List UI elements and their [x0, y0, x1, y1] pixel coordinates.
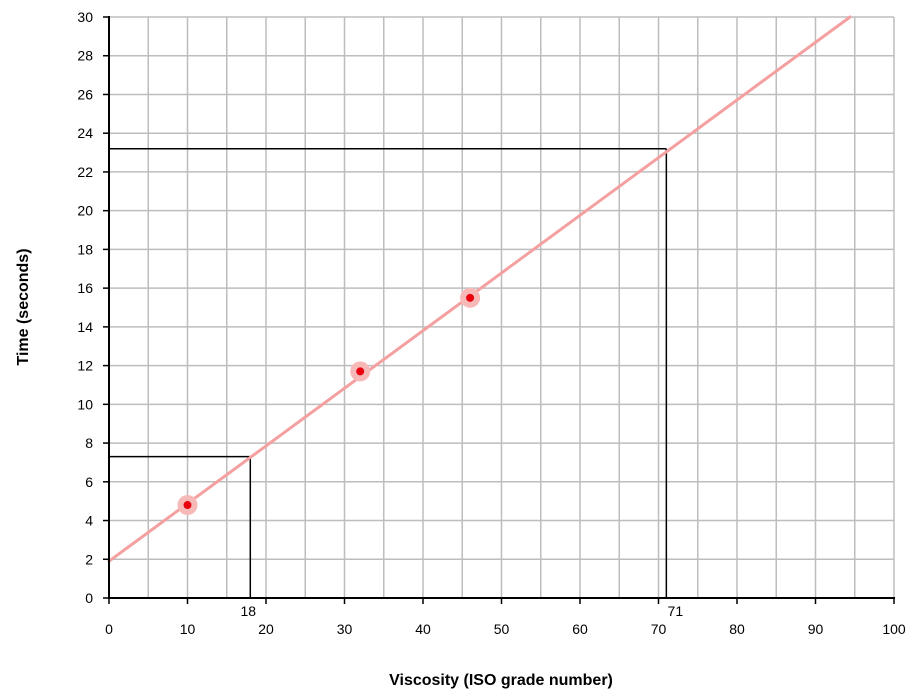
y-tick-label: 22	[77, 164, 93, 180]
guide-value-label: 18	[241, 603, 257, 619]
data-point	[183, 501, 192, 510]
x-tick-label: 0	[105, 621, 113, 637]
y-tick-label: 8	[85, 435, 93, 451]
data-points	[177, 287, 481, 516]
x-tick-label: 40	[415, 621, 431, 637]
trend-line	[107, 15, 852, 563]
y-tick-label: 0	[85, 590, 93, 606]
x-tick-label: 80	[729, 621, 745, 637]
x-tick-label: 70	[651, 621, 667, 637]
y-tick-label: 16	[77, 280, 93, 296]
y-tick-label: 18	[77, 241, 93, 257]
y-tick-label: 30	[77, 9, 93, 25]
guide-value-label: 71	[668, 603, 684, 619]
tick-labels: 0 10 20 30 40 50 60 70 80 90 100024681012141618202…	[77, 9, 905, 637]
x-tick-label: 50	[494, 621, 510, 637]
y-tick-label: 6	[85, 474, 93, 490]
x-tick-label: 90	[808, 621, 824, 637]
axes	[103, 16, 895, 604]
grid	[109, 16, 895, 598]
y-tick-label: 4	[85, 513, 93, 529]
y-tick-label: 28	[77, 48, 93, 64]
data-point	[356, 367, 365, 376]
x-tick-label: 20	[258, 621, 274, 637]
y-tick-label: 26	[77, 86, 93, 102]
y-tick-label: 12	[77, 358, 93, 374]
y-tick-label: 2	[85, 551, 93, 567]
trend-line-group	[107, 15, 852, 563]
y-tick-label: 20	[77, 203, 93, 219]
x-tick-label: 30	[337, 621, 353, 637]
y-tick-label: 10	[77, 396, 93, 412]
x-tick-label: 100	[882, 621, 906, 637]
x-tick-label: 10	[180, 621, 196, 637]
x-tick-label: 60	[572, 621, 588, 637]
y-tick-label: 14	[77, 319, 93, 335]
data-point	[466, 293, 475, 302]
y-axis-label: Time (seconds)	[15, 248, 32, 365]
x-axis-label: Viscosity (ISO grade number)	[389, 672, 613, 689]
guide-lines	[109, 147, 668, 598]
y-tick-label: 24	[77, 125, 93, 141]
